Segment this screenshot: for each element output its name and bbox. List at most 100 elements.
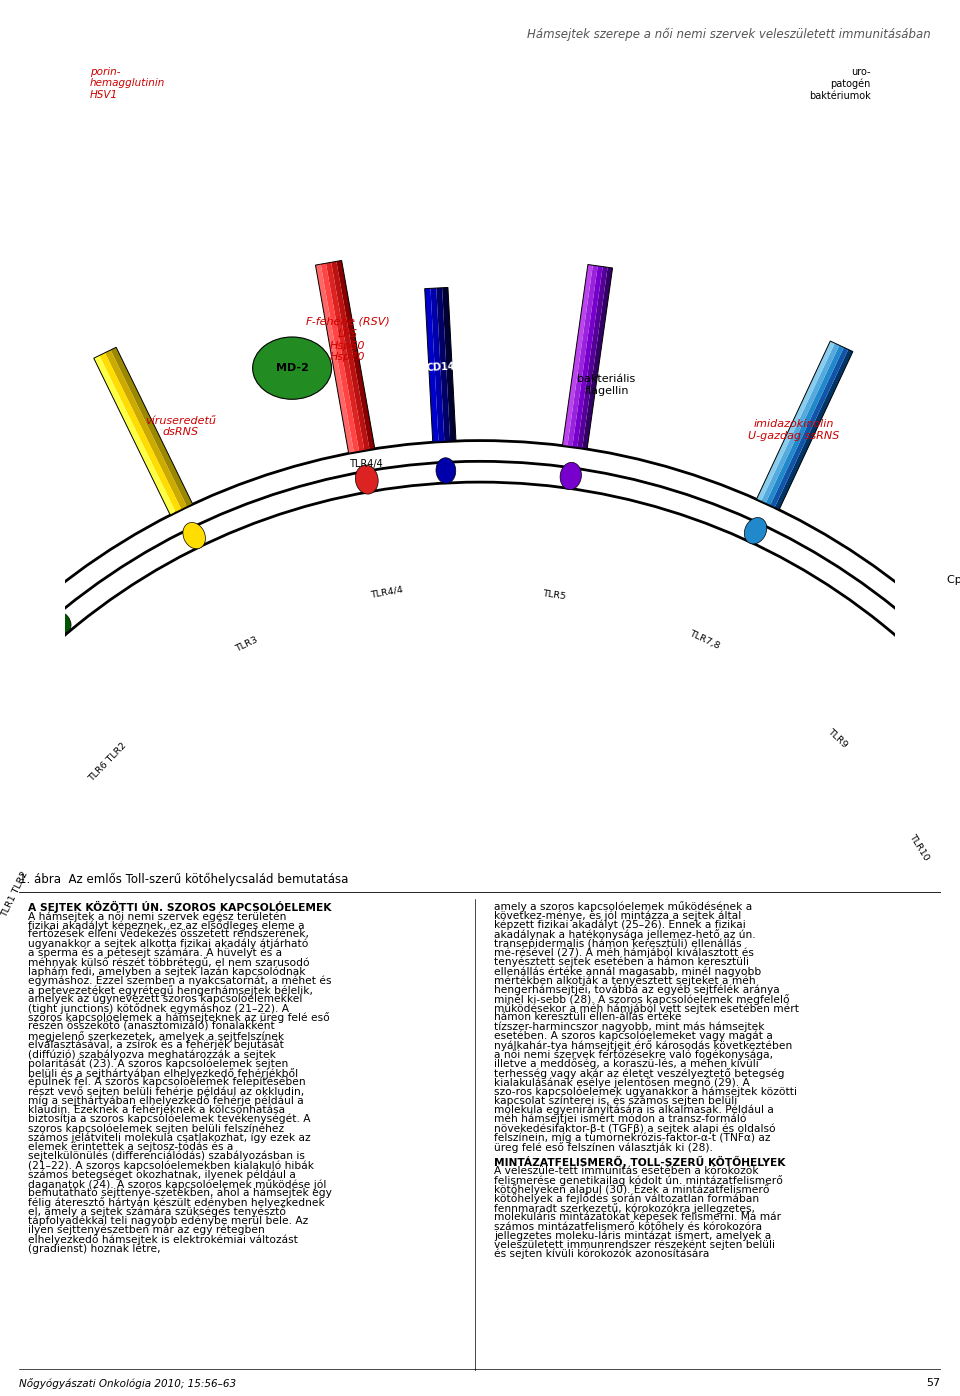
- Text: Hámsejtek szerepe a női nemi szervek veleszületett immunitásában: Hámsejtek szerepe a női nemi szervek vel…: [527, 28, 931, 40]
- Text: Nőgyógyászati Onkológia 2010; 15:56–63: Nőgyógyászati Onkológia 2010; 15:56–63: [19, 1378, 236, 1389]
- Text: CpG DNA: CpG DNA: [947, 575, 960, 585]
- Text: minél ki­sebb (28). A szoros kapcsolóelemek megfelelő: minél ki­sebb (28). A szoros kapcsolóele…: [493, 994, 789, 1005]
- Text: szoros kapcsolóelemek a hámsejteknek az üreg felé eső: szoros kapcsolóelemek a hámsejteknek az …: [29, 1012, 330, 1023]
- Text: elemek érintettek a sejtosz­tódás és a: elemek érintettek a sejtosz­tódás és a: [29, 1142, 234, 1152]
- Polygon shape: [336, 261, 374, 450]
- Text: A veleszüle­tett immunitás esetében a kórokozók: A veleszüle­tett immunitás esetében a kó…: [493, 1166, 758, 1175]
- Polygon shape: [572, 265, 603, 448]
- Text: következ­ménye, és jól mintázza a sejtek által: következ­ménye, és jól mintázza a sejtek…: [493, 910, 741, 921]
- Text: kötőhelyek a fejlődés során változatlan formában: kötőhelyek a fejlődés során változatlan …: [493, 1194, 759, 1205]
- Text: épülnek fel. A szoros kapcsolóelemek felépítésében: épülnek fel. A szoros kapcsolóelemek fel…: [29, 1076, 306, 1087]
- Polygon shape: [949, 507, 960, 631]
- Ellipse shape: [436, 458, 456, 483]
- Text: belüli és a sejthártyában elhelyezkedő fehérjékből: belüli és a sejthártyában elhelyezkedő f…: [29, 1068, 299, 1079]
- Text: szoros kapcsolóelemek sejten belüli felszínéhez: szoros kapcsolóelemek sejten belüli fels…: [29, 1124, 284, 1134]
- Text: F-fehérje (RSV)
LPS
Hsp60
Hsp70: F-fehérje (RSV) LPS Hsp60 Hsp70: [305, 317, 390, 362]
- Text: terhesség vagy akár az életet veszélyeztető betegség: terhesség vagy akár az életet veszélyezt…: [493, 1068, 784, 1079]
- Ellipse shape: [913, 634, 936, 656]
- Polygon shape: [0, 484, 50, 597]
- Text: a petevezetéket egyrétegű hengerhámsejtek bélelik,: a petevezetéket egyrétegű hengerhámsejte…: [29, 984, 313, 995]
- Text: és sejten kívüli kórokozók azonosítására: és sejten kívüli kórokozók azonosítására: [493, 1249, 709, 1259]
- Text: fizikai akadályt képeznek, ez az elsődleges eleme a: fizikai akadályt képeznek, ez az elsődle…: [29, 920, 305, 931]
- Text: méh hámsejtjei ismert módon a transz­formáló: méh hámsejtjei ismert módon a transz­for…: [493, 1114, 746, 1124]
- Text: TLR4/4: TLR4/4: [349, 459, 383, 469]
- Ellipse shape: [0, 656, 23, 681]
- Text: TLR1 TLR2: TLR1 TLR2: [0, 870, 30, 920]
- Polygon shape: [321, 264, 359, 452]
- Text: a női nemi szervek fertőzésekre való fogékonysága,: a női nemi szervek fertőzésekre való fog…: [493, 1050, 773, 1060]
- Text: üreg felé eső felszínen választják ki (28).: üreg felé eső felszínen választják ki (2…: [493, 1142, 712, 1153]
- Text: kapcsolat színterei is, és számos sejten belüli: kapcsolat színterei is, és számos sejten…: [493, 1096, 737, 1106]
- Text: molekula egyenirányítására is alkalmasak. Például a: molekula egyenirányítására is alkalmasak…: [493, 1104, 774, 1115]
- Text: 1. ábra  Az emlős Toll-szerű kötőhelycsalád bemutatása: 1. ábra Az emlős Toll-szerű kötőhelycsal…: [19, 872, 348, 886]
- Text: akadálynak a hatékonysága jellemez­hető az ún.: akadálynak a hatékonysága jellemez­hető …: [493, 930, 756, 940]
- Text: (gradienst) hoznak létre,: (gradienst) hoznak létre,: [29, 1244, 161, 1254]
- Polygon shape: [105, 350, 187, 510]
- Text: daganatok (24). A szoros kapcsolóelemek működése jól: daganatok (24). A szoros kapcsolóelemek …: [29, 1178, 326, 1189]
- Text: MD-2: MD-2: [276, 363, 308, 373]
- Text: szo­ros kapcsolóelemek ugyanakkor a hámsejtek közötti: szo­ros kapcsolóelemek ugyanakkor a háms…: [493, 1086, 797, 1097]
- Text: el, amely a sejtek számára szükséges tenyésztő: el, amely a sejtek számára szükséges ten…: [29, 1206, 286, 1217]
- Text: víruseredetű
dsRNS: víruseredetű dsRNS: [145, 416, 216, 437]
- Text: bakteriális
flagellin: bakteriális flagellin: [577, 374, 636, 395]
- Polygon shape: [947, 504, 960, 628]
- Text: ellenállás értéke annál magasabb, minél nagyobb: ellenállás értéke annál magasabb, minél …: [493, 966, 761, 977]
- Ellipse shape: [744, 518, 767, 544]
- Text: amelyek az úgynevezett szoros kapcsolóelemekkel: amelyek az úgynevezett szoros kapcsolóel…: [29, 994, 302, 1004]
- Text: elhelyezkedő hámsejtek is elektrokémiai változást: elhelyezkedő hámsejtek is elektrokémiai …: [29, 1234, 299, 1245]
- Text: TLR9: TLR9: [826, 727, 850, 750]
- Polygon shape: [775, 349, 852, 510]
- Text: tenyésztett sejtek esetében a hámon keresztüli: tenyésztett sejtek esetében a hámon kere…: [493, 956, 749, 967]
- Text: esetében. A szoros kapcsolóelemeket vagy magát a: esetében. A szoros kapcsolóelemeket vagy…: [493, 1030, 773, 1041]
- Polygon shape: [936, 494, 960, 618]
- Text: TLR7,8: TLR7,8: [687, 630, 721, 651]
- Text: molekuláris mintázatokat képesek felismerni. Ma már: molekuláris mintázatokat képesek felisme…: [493, 1212, 780, 1223]
- Text: egymáshoz. Ezzel szemben a nyakcsatornát, a méhet és: egymáshoz. Ezzel szemben a nyakcsatornát…: [29, 976, 332, 986]
- Text: számos betegséget okozhatnak, ilyenek például a: számos betegséget okozhatnak, ilyenek pé…: [29, 1170, 297, 1180]
- Text: TLR3: TLR3: [234, 635, 260, 653]
- Text: amely a szoros kapcsolóelemek működésének a: amely a szoros kapcsolóelemek működéséne…: [493, 902, 752, 913]
- Text: elválasztásával, a zsírok és a fehérjék bejutását: elválasztásával, a zsírok és a fehérjék …: [29, 1040, 284, 1050]
- Text: ilyen sejttenyészetben már az egy rétegben: ilyen sejttenyészetben már az egy rétegb…: [29, 1224, 265, 1235]
- Text: mértékben alkotják a tenyésztett sejteket a méh: mértékben alkotják a tenyésztett sejteke…: [493, 976, 756, 986]
- Text: TLR4/4: TLR4/4: [370, 585, 403, 599]
- Text: veleszületett immunrendszer részeként sejten belüli: veleszületett immunrendszer részeként se…: [493, 1240, 775, 1249]
- Text: klaudin. Ezeknek a fehérjéknek a kölcsönhatása: klaudin. Ezeknek a fehérjéknek a kölcsön…: [29, 1104, 285, 1115]
- Text: fennmaradt szerkezetű, kórokozókra jellegzetes,: fennmaradt szerkezetű, kórokozókra jelle…: [493, 1202, 755, 1213]
- Text: félig áteresztő hártyán készült edényben helyezkednek: félig áteresztő hártyán készült edényben…: [29, 1196, 325, 1208]
- Text: nyálkahár­tya hámsejtjeit érő károsodás következtében: nyálkahár­tya hámsejtjeit érő károsodás …: [493, 1040, 792, 1051]
- Ellipse shape: [560, 462, 582, 490]
- Text: TLR5: TLR5: [541, 589, 566, 602]
- Polygon shape: [331, 261, 370, 451]
- Text: míg a sejthártyában elhelyezkedő fehérje például a: míg a sejthártyában elhelyezkedő fehérje…: [29, 1096, 304, 1107]
- Text: hengerhámsejtjei, továbbá az egyéb sejtfélék aránya: hengerhámsejtjei, továbbá az egyéb sejtf…: [493, 984, 780, 995]
- Polygon shape: [940, 497, 960, 623]
- Text: TLR6 TLR2: TLR6 TLR2: [87, 741, 129, 783]
- Polygon shape: [563, 264, 593, 447]
- Polygon shape: [430, 288, 444, 441]
- Text: uro-
patogén
baktériumok: uro- patogén baktériumok: [808, 67, 871, 101]
- Ellipse shape: [252, 336, 331, 399]
- Polygon shape: [770, 348, 849, 508]
- Text: méhnyak külső részét többrétegű, el nem szarusodó: méhnyak külső részét többrétegű, el nem …: [29, 956, 310, 967]
- Text: kötőhelyeken alapul (30). Ezek a mintázatfelismerő: kötőhelyeken alapul (30). Ezek a mintáza…: [493, 1184, 769, 1195]
- Text: megjelenő szerkezetek, amelyek a sejtfelszínek: megjelenő szerkezetek, amelyek a sejtfel…: [29, 1030, 284, 1041]
- Text: A hámsejtek a női nemi szervek egész területén: A hámsejtek a női nemi szervek egész ter…: [29, 910, 287, 921]
- Polygon shape: [424, 289, 439, 443]
- Polygon shape: [0, 490, 45, 602]
- Text: a sperma és a petesejt számára. A hüvelyt és a: a sperma és a petesejt számára. A hüvely…: [29, 948, 282, 958]
- Polygon shape: [943, 501, 960, 625]
- Text: tízszer-harmincszor nagyobb, mint más hámsejtek: tízszer-harmincszor nagyobb, mint más há…: [493, 1022, 764, 1032]
- Polygon shape: [436, 288, 450, 441]
- Text: felszínein, míg a tumornekrózis-faktor-α-t (TNFα) az: felszínein, míg a tumornekrózis-faktor-α…: [493, 1132, 770, 1143]
- Polygon shape: [99, 353, 181, 512]
- Text: hámon keresztüli ellen­állás értéke: hámon keresztüli ellen­állás értéke: [493, 1012, 682, 1022]
- Polygon shape: [765, 345, 844, 505]
- Text: laphám fedi, amelyben a sejtek lazán kapcsolódnak: laphám fedi, amelyben a sejtek lazán kap…: [29, 966, 306, 977]
- Polygon shape: [756, 341, 835, 501]
- Text: kialakulásának esélye jelentősen megnő (29). A: kialakulásának esélye jelentősen megnő (…: [493, 1076, 750, 1087]
- Text: tápfolyadékkal teli nagyobb edénybe merül bele. Az: tápfolyadékkal teli nagyobb edénybe merü…: [29, 1216, 309, 1226]
- Text: felismerése genetikailag kódolt ún. mintázatfelismerő: felismerése genetikailag kódolt ún. mint…: [493, 1175, 782, 1185]
- Polygon shape: [443, 288, 456, 441]
- Text: jellegzetes moleku­láris mintázat ismert, amelyek a: jellegzetes moleku­láris mintázat ismert…: [493, 1230, 771, 1241]
